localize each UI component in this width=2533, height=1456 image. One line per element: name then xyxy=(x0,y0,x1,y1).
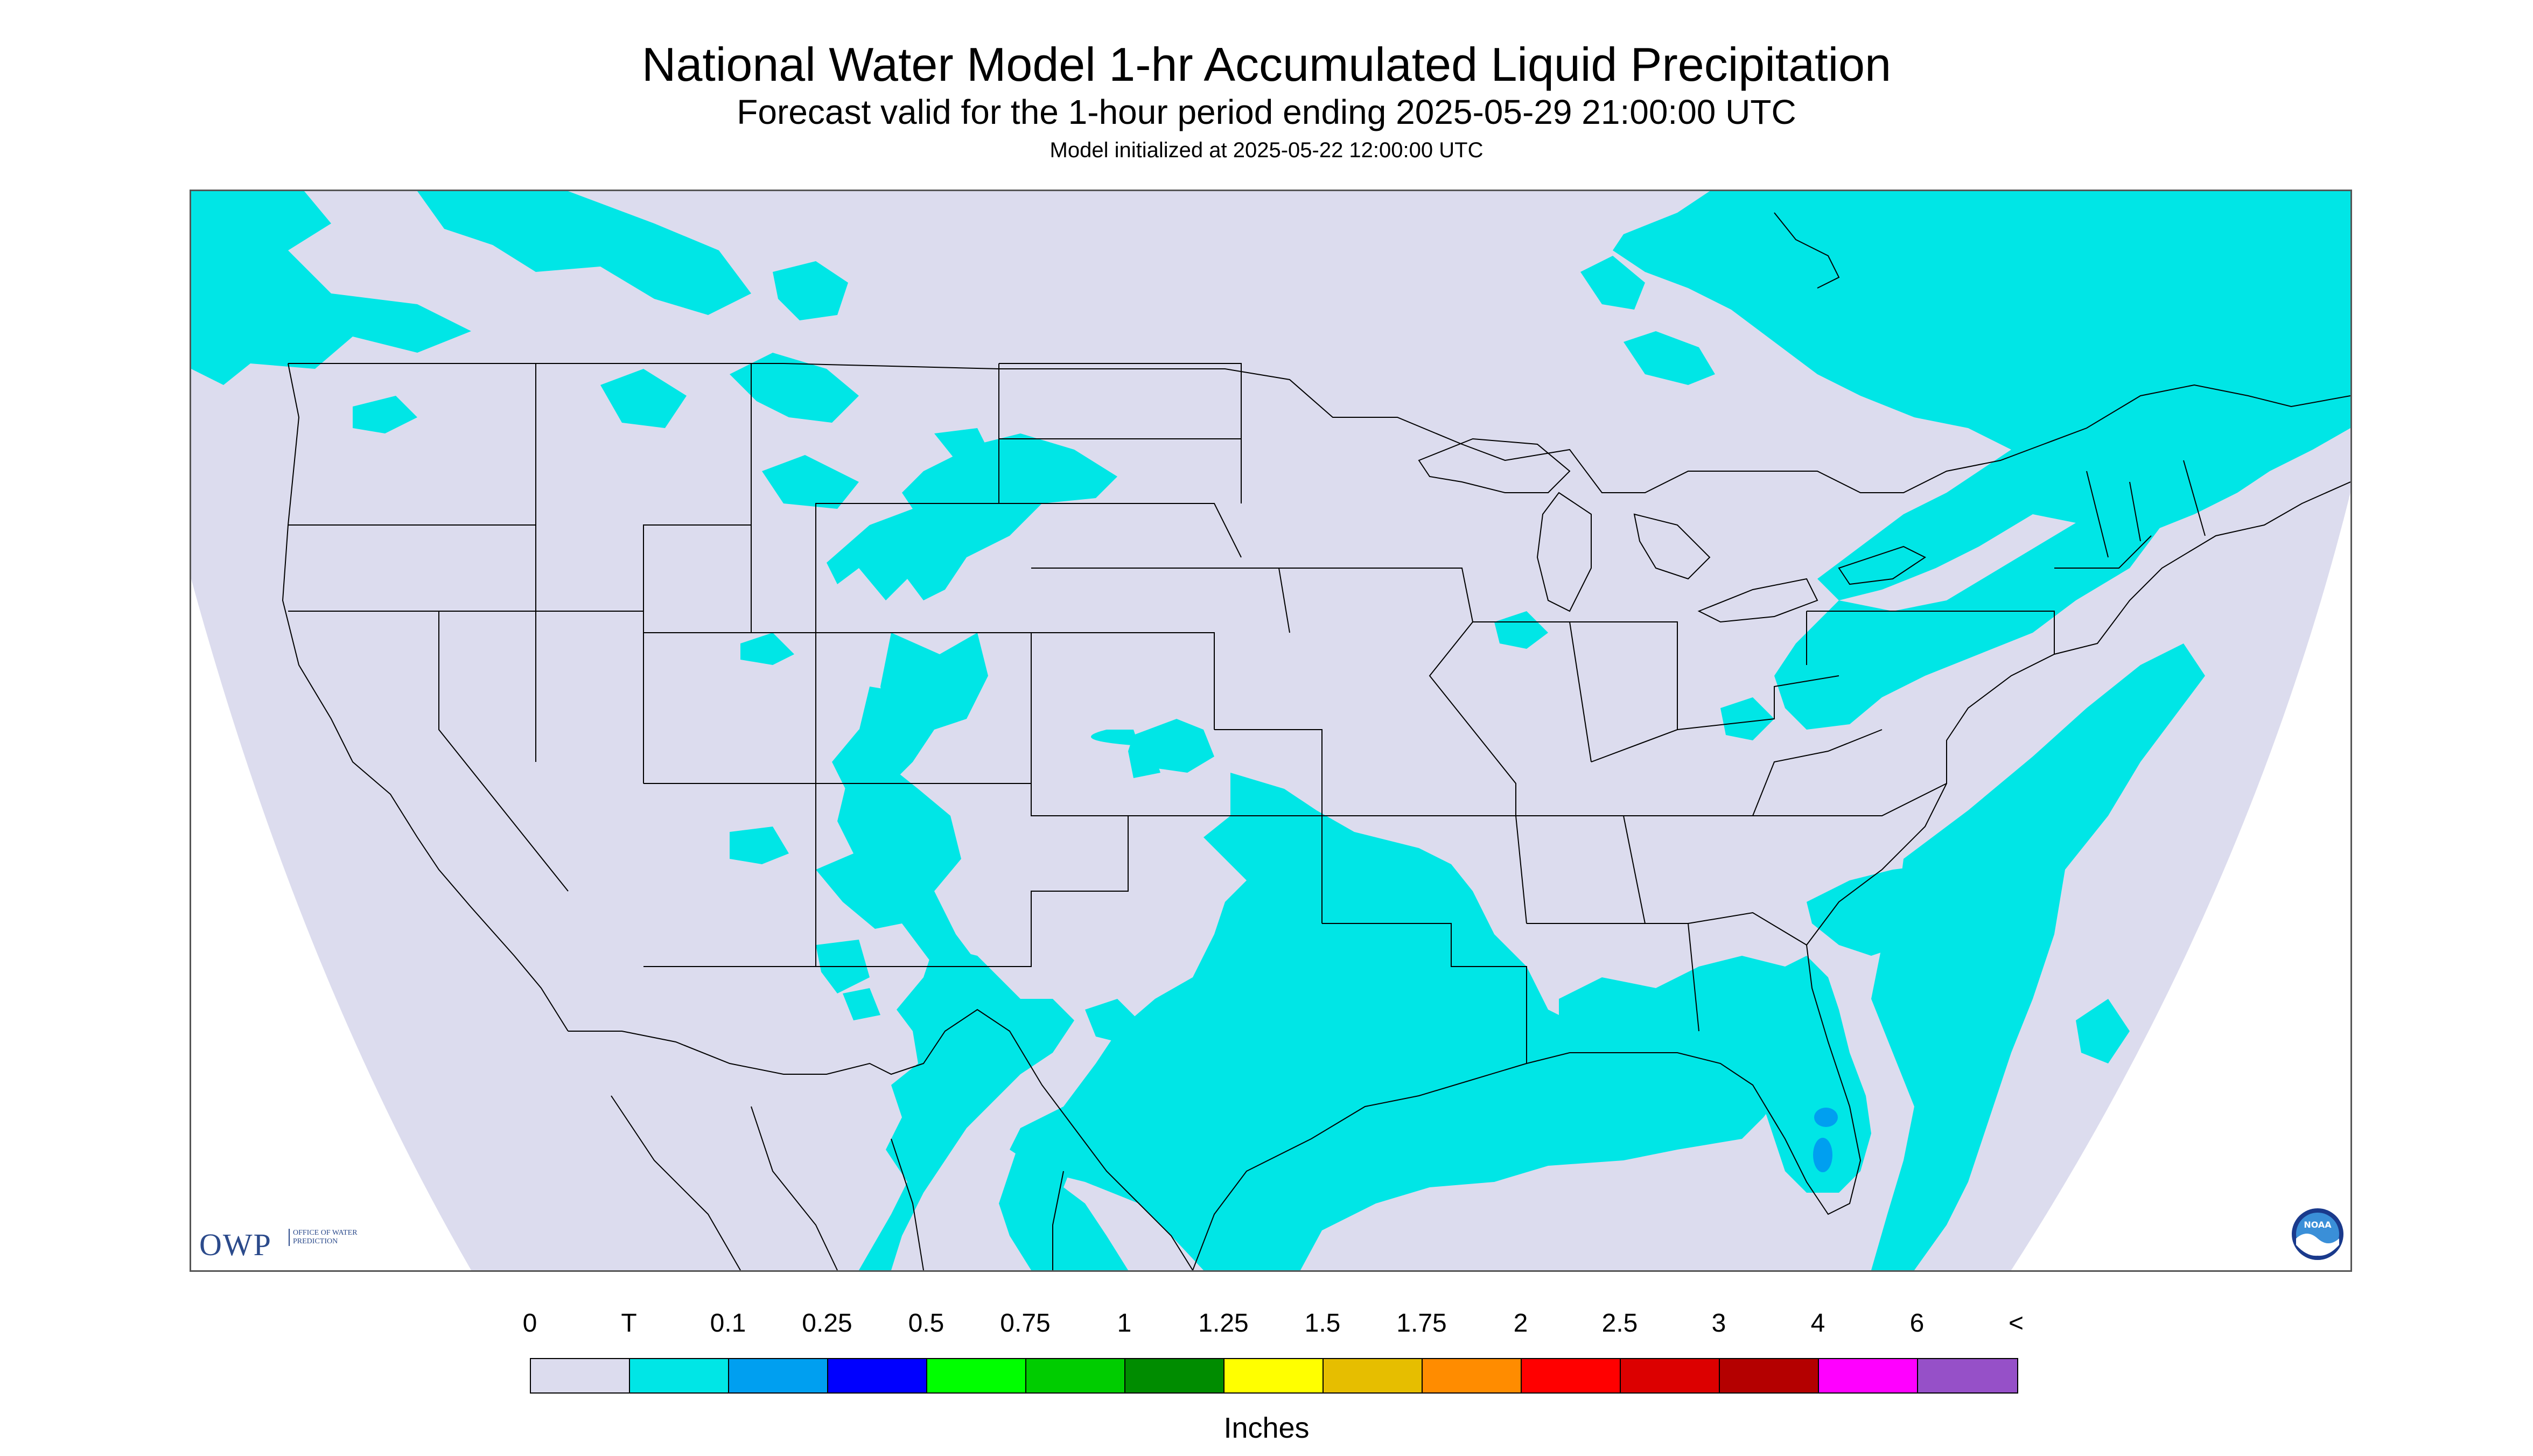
noaa-logo-text: NOAA xyxy=(2304,1220,2332,1230)
legend-label: 0.75 xyxy=(1000,1309,1051,1338)
owp-logo: OWP OFFICE OF WATER PREDICTION xyxy=(199,1222,372,1265)
legend-swatch xyxy=(729,1359,828,1392)
owp-logo-subtitle: OFFICE OF WATER PREDICTION xyxy=(289,1229,368,1246)
legend-swatch xyxy=(1720,1359,1819,1392)
legend-swatch xyxy=(1026,1359,1125,1392)
legend-color-bar xyxy=(530,1358,2018,1394)
legend-swatch xyxy=(927,1359,1026,1392)
legend-swatch xyxy=(1224,1359,1324,1392)
legend-label: 1.25 xyxy=(1198,1309,1249,1338)
legend-label: 1.5 xyxy=(1304,1309,1341,1338)
legend-label: 0.25 xyxy=(802,1309,852,1338)
legend-label: 2.5 xyxy=(1601,1309,1638,1338)
forecast-valid-subtitle: Forecast valid for the 1-hour period end… xyxy=(737,93,1796,131)
legend-label: 2 xyxy=(1513,1309,1528,1338)
legend-label: 0.5 xyxy=(908,1309,944,1338)
legend-label: 6 xyxy=(1909,1309,1925,1338)
legend-label: 3 xyxy=(1711,1309,1726,1338)
legend-swatch xyxy=(531,1359,630,1392)
legend-label: 0.1 xyxy=(710,1309,746,1338)
precip-light-layer xyxy=(1813,1108,1838,1172)
legend-label: 1.75 xyxy=(1396,1309,1447,1338)
legend-label: 1 xyxy=(1117,1309,1132,1338)
legend-label: T xyxy=(621,1309,637,1338)
legend-label: 0 xyxy=(522,1309,537,1338)
legend-swatch xyxy=(1125,1359,1224,1392)
legend-swatch xyxy=(1819,1359,1918,1392)
map-title: National Water Model 1-hr Accumulated Li… xyxy=(641,38,1892,91)
precip-legend: 0 T 0.1 0.25 0.5 0.75 1 1.25 1.5 1.75 2 … xyxy=(523,1308,2024,1427)
owp-logo-text: OWP xyxy=(199,1227,272,1262)
precip-trace-layer xyxy=(191,191,2350,1270)
legend-units: Inches xyxy=(1223,1412,1310,1444)
legend-swatch xyxy=(1324,1359,1423,1392)
precipitation-map xyxy=(190,190,2352,1272)
model-init-text: Model initialized at 2025-05-22 12:00:00… xyxy=(1049,138,1484,162)
legend-swatch xyxy=(1522,1359,1621,1392)
boundary-lines xyxy=(282,212,2350,1270)
legend-swatch xyxy=(828,1359,927,1392)
legend-swatch xyxy=(1423,1359,1522,1392)
legend-label: 4 xyxy=(1810,1309,1825,1338)
noaa-logo: NOAA xyxy=(2292,1208,2343,1260)
legend-label: < xyxy=(2008,1309,2024,1338)
legend-swatch xyxy=(630,1359,729,1392)
legend-swatch xyxy=(1918,1359,2017,1392)
legend-swatch xyxy=(1621,1359,1720,1392)
